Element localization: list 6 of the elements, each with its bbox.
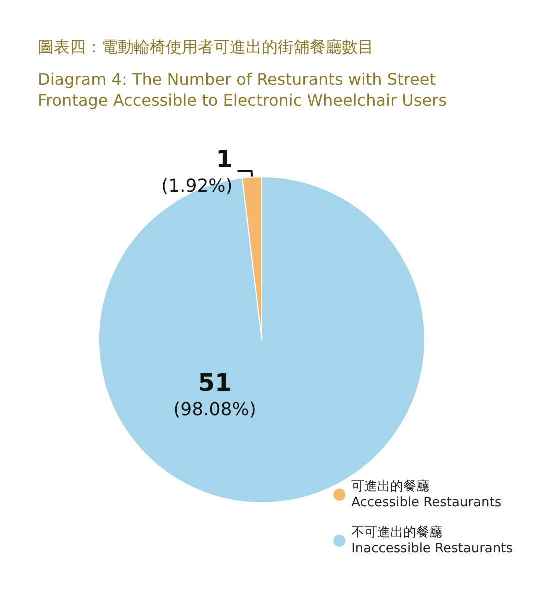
legend-label: 不可進出的餐廳 Inaccessible Restaurants bbox=[352, 526, 514, 556]
chart-title: 圖表四：電動輪椅使用者可進出的街舖餐廳數目 bbox=[38, 38, 374, 56]
data-label: 51 (98.08%) bbox=[174, 369, 256, 420]
data-label: 1 (1.92%) bbox=[162, 145, 233, 197]
legend-label: 可進出的餐廳 Accessible Restaurants bbox=[352, 480, 502, 510]
chart-subtitle: Diagram 4: The Number of Resturants with Street Frontage Accessible to Electronic Wheelchair Users bbox=[38, 70, 447, 110]
